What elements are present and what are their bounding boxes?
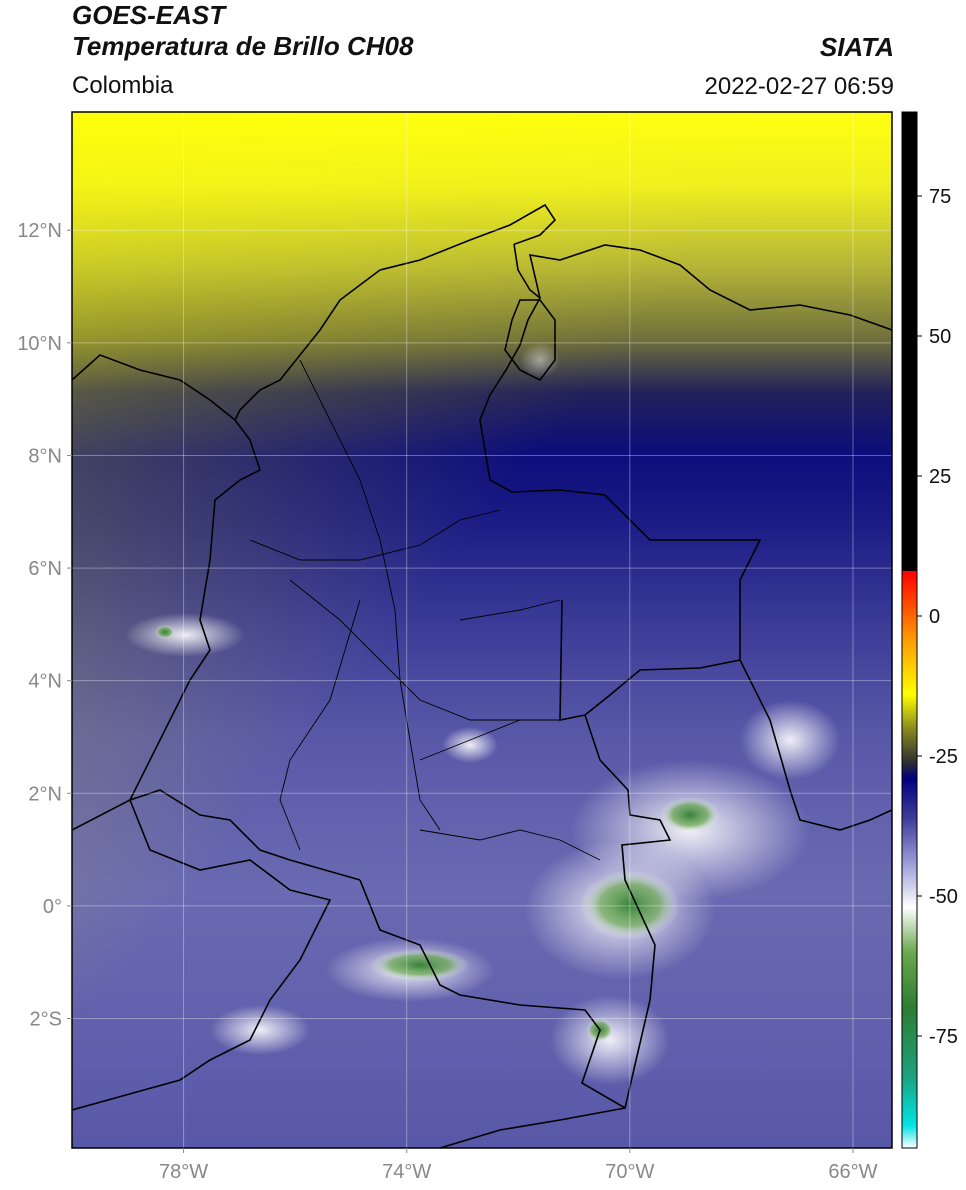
colorbar-tick-label: 0: [929, 606, 940, 628]
cloud-cell: [210, 1005, 310, 1055]
colorbar-tick-label: -75: [929, 1026, 958, 1048]
panama-isthmus: [72, 354, 236, 421]
imagery-layer: [72, 112, 892, 1148]
lat-tick-label: 8°N: [28, 445, 62, 467]
venezuela-coast: [528, 244, 892, 331]
deep-convection-cell: [370, 949, 470, 981]
lon-tick-label: 78°W: [159, 1161, 208, 1183]
colombia-brazil-border: [359, 714, 672, 1110]
datetime-label: 2022-02-27 06:59: [704, 73, 895, 100]
map-frame: [71, 111, 893, 1149]
cloud-cell: [550, 995, 670, 1085]
colorbar-ticks: 75 50 25 0 -25 -50 -75: [917, 186, 958, 1048]
cloud-cell: [125, 613, 245, 657]
deep-convection-cell: [580, 870, 680, 940]
lat-tick-label: 12°N: [17, 220, 62, 242]
lat-tick-label: 4°N: [28, 671, 62, 693]
satellite-title: GOES-EAST: [72, 0, 226, 30]
colombia-venezuela-border: [479, 243, 762, 721]
source-label: SIATA: [819, 32, 894, 62]
cloud-cell: [740, 700, 840, 780]
deep-convection-cell: [660, 797, 720, 833]
source-block: SIATA 2022-02-27 06:59: [705, 32, 895, 103]
lon-tick-label: 74°W: [382, 1161, 431, 1183]
cloud-cell: [520, 342, 560, 378]
lon-tick-label: 66°W: [828, 1161, 877, 1183]
deep-convection-cell: [155, 625, 175, 639]
graticule: [72, 112, 892, 1148]
country-borders: [72, 203, 892, 1148]
lake-maracaibo: [504, 299, 556, 382]
pacific-coast: [72, 499, 216, 831]
lat-tick-label: 6°N: [28, 558, 62, 580]
longitude-ticks: 78°W 74°W 70°W 66°W: [159, 1148, 878, 1183]
venezuela-brazil-border: [739, 659, 892, 831]
department-borders: [249, 359, 601, 861]
colorbar: [901, 111, 918, 1149]
colorbar-tick-label: -25: [929, 746, 958, 768]
region-label: Colombia: [72, 72, 174, 99]
cloud-cell: [442, 727, 498, 763]
lat-tick-label: 2°S: [30, 1009, 62, 1031]
colorbar-tick-label: 25: [929, 466, 951, 488]
caribbean-coast: [234, 269, 381, 421]
lat-tick-label: 10°N: [17, 333, 62, 355]
colorbar-tick-label: 75: [929, 186, 951, 208]
latitude-ticks: 12°N 10°N 8°N 6°N 4°N 2°N 0° 2°S: [17, 220, 72, 1031]
ecuador-peru-border: [72, 799, 332, 1111]
peru-brazil-border: [439, 1107, 626, 1148]
lat-tick-label: 2°N: [28, 783, 62, 805]
colorbar-tick-label: -50: [929, 886, 958, 908]
guajira-coast: [379, 203, 557, 271]
colorbar-tick-label: 50: [929, 326, 951, 348]
colombia-peru-ecuador-border: [129, 789, 361, 881]
product-title: Temperatura de Brillo CH08: [72, 31, 414, 61]
title-block: GOES-EAST Temperatura de Brillo CH08 Col…: [72, 0, 413, 102]
colombia-panama-border: [214, 419, 261, 501]
lon-tick-label: 70°W: [605, 1161, 654, 1183]
lat-tick-label: 0°: [43, 896, 62, 918]
